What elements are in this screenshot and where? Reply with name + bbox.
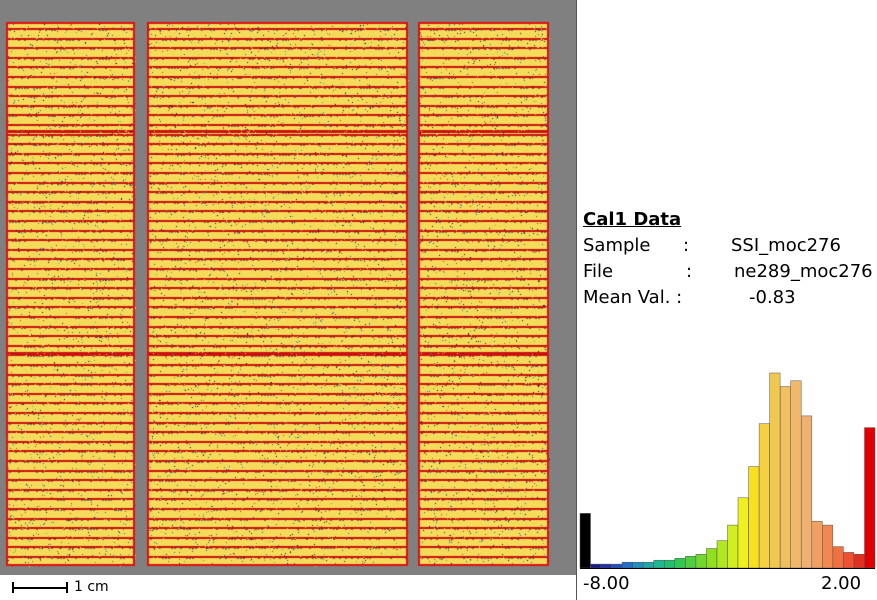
scale-bar-label: 1 cm — [74, 579, 109, 595]
histogram-bar — [853, 554, 865, 569]
data-info-panel: Cal1 Data Sample : SSI_moc276 File : ne2… — [583, 207, 877, 311]
histogram-bar — [685, 556, 697, 569]
info-title: Cal1 Data — [583, 209, 682, 230]
info-sep-file: : — [686, 261, 693, 282]
histogram-bar — [600, 563, 612, 569]
info-row-mean: Mean Val. : -0.83 — [583, 285, 877, 311]
histogram-bar — [695, 554, 707, 569]
scale-bar-right-tick — [66, 582, 68, 593]
histogram-bar — [737, 497, 749, 569]
histogram-bar — [706, 548, 718, 569]
histogram-bar — [621, 561, 633, 569]
info-row-file: File : ne289_moc276 — [583, 259, 877, 285]
histogram-bar — [758, 423, 770, 569]
histogram-bar — [727, 524, 739, 569]
info-row-sample: Sample : SSI_moc276 — [583, 233, 877, 259]
histogram-bar — [632, 561, 644, 569]
histogram-bar — [664, 559, 676, 569]
histogram-bar — [611, 563, 623, 569]
histogram-bar — [801, 415, 813, 569]
histogram-bar — [769, 372, 781, 569]
histogram-bar — [716, 540, 728, 569]
histogram-bar — [811, 520, 823, 569]
info-key-sample: Sample — [583, 235, 651, 256]
value-histogram — [579, 372, 876, 569]
info-value-file: ne289_moc276 — [734, 261, 873, 282]
histogram-bar — [653, 559, 665, 569]
info-value-sample: SSI_moc276 — [731, 235, 841, 256]
histogram-min-label: -8.00 — [583, 573, 630, 594]
histogram-bar — [832, 546, 844, 569]
histogram-bar — [748, 466, 760, 569]
histogram-bar — [822, 524, 834, 569]
histogram-bar — [674, 558, 686, 569]
histogram-bar — [843, 552, 855, 569]
info-key-file: File — [583, 261, 614, 282]
info-value-mean: -0.83 — [749, 287, 796, 308]
info-key-mean: Mean Val. : — [583, 287, 683, 308]
info-sep-sample: : — [683, 235, 690, 256]
histogram-bar — [790, 380, 802, 569]
histogram-axis-labels: -8.00 2.00 — [577, 571, 877, 600]
histogram-bar — [779, 386, 791, 569]
histogram-bar — [579, 513, 591, 569]
histogram-max-label: 2.00 — [821, 573, 862, 594]
scale-bar-line — [12, 587, 68, 589]
solar-cell-image-panel[interactable]: 1 cm — [0, 0, 577, 600]
solar-cell-map-image[interactable] — [0, 0, 576, 575]
scale-bar: 1 cm — [0, 575, 576, 600]
histogram-bar — [864, 427, 876, 569]
histogram-bar — [642, 561, 654, 569]
histogram-bar — [590, 563, 602, 569]
